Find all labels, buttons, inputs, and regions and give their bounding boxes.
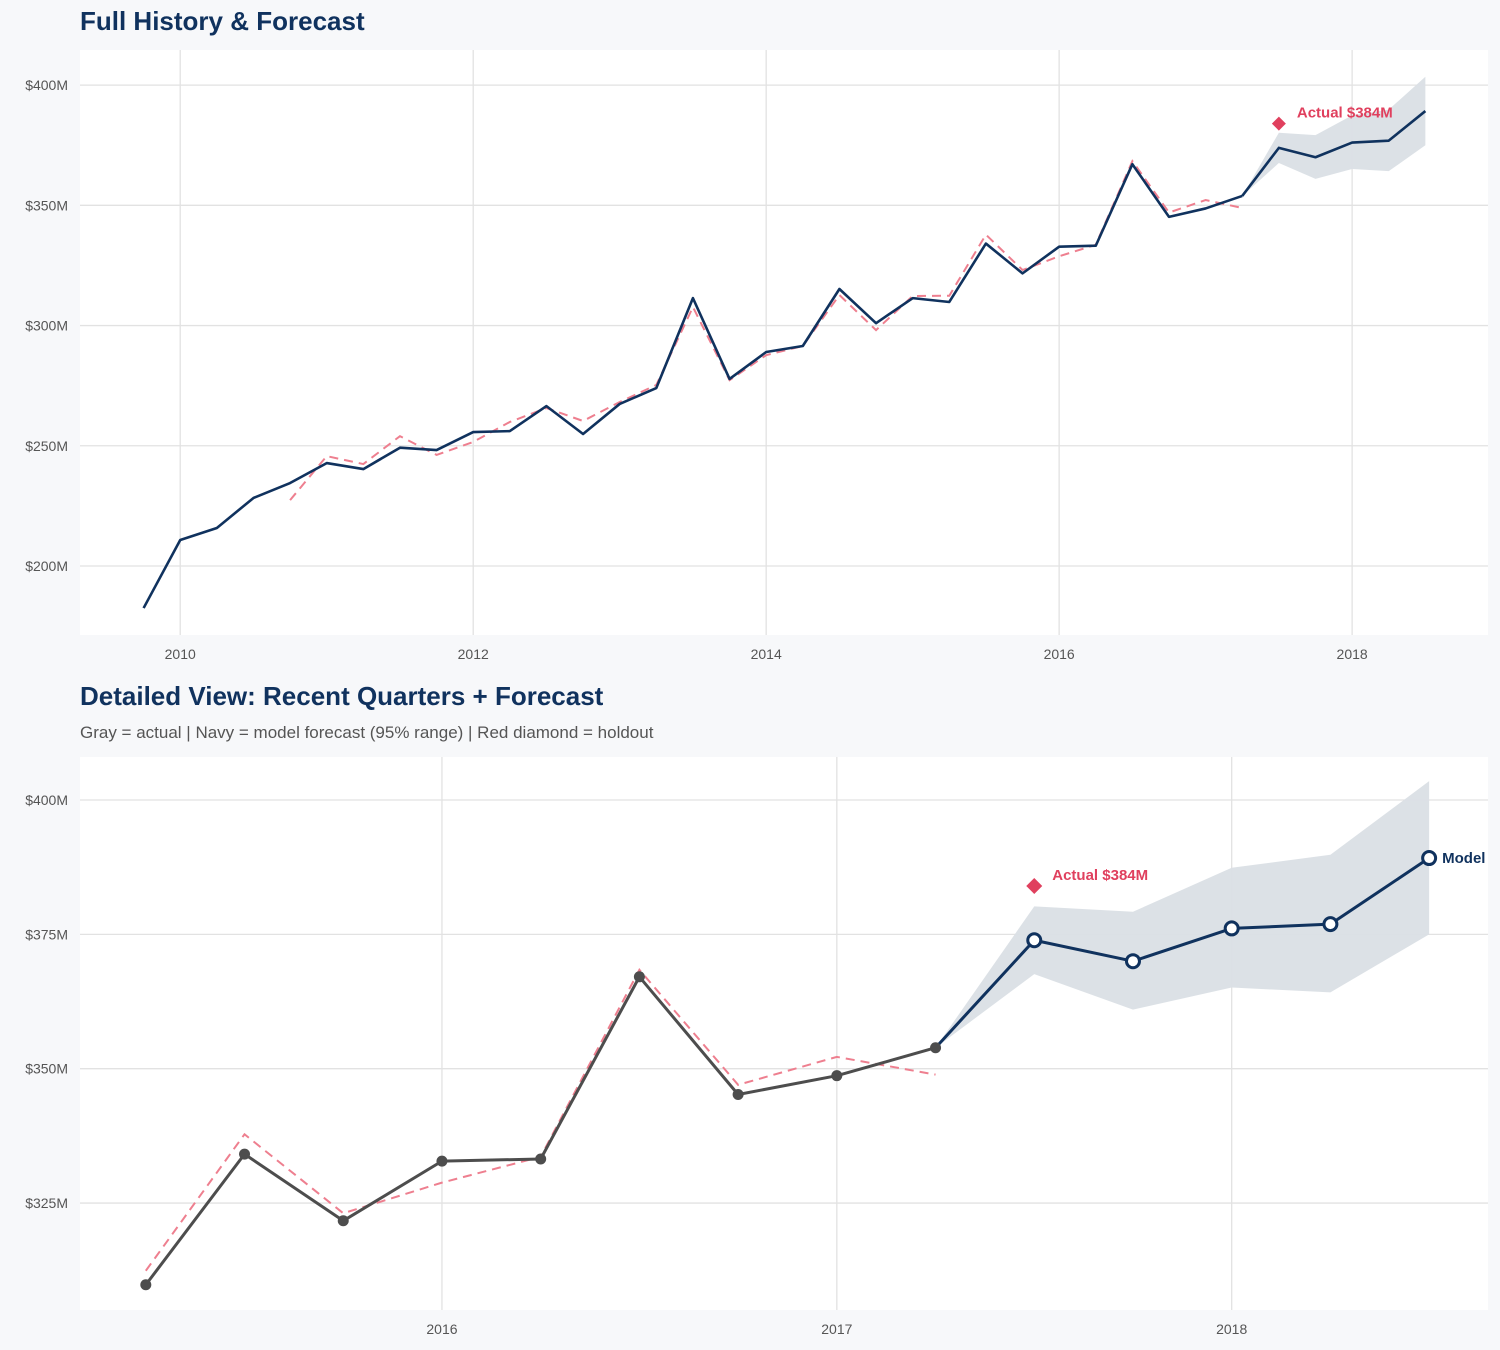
forecast-point: [1421, 850, 1438, 867]
y-tick-label: $400M: [25, 792, 68, 808]
actual-point: [239, 1148, 251, 1160]
forecast-95-band: [1242, 76, 1426, 196]
actual-point: [732, 1088, 744, 1100]
forecast-line: [934, 856, 1430, 1049]
x-tick-label: 2014: [751, 646, 782, 662]
y-tick-label: $250M: [25, 438, 68, 454]
y-tick-label: $375M: [25, 926, 68, 942]
forecast-point: [1026, 932, 1043, 949]
y-tick-label: $200M: [25, 558, 68, 574]
full-history-chart: $200M $250M $300M $350M $400M 2010 2012 2014 201…: [25, 50, 1488, 662]
x-tick-label: 2017: [821, 1321, 852, 1337]
x-tick-label: 2016: [1044, 646, 1075, 662]
x-tick-label: 2010: [165, 646, 196, 662]
y-tick-label: $350M: [25, 1061, 68, 1077]
actual-point: [831, 1070, 843, 1082]
forecast-point: [1124, 953, 1141, 970]
forecast-95-band: [935, 781, 1430, 1048]
actual-point: [535, 1153, 547, 1165]
x-tick-label: 2018: [1216, 1321, 1247, 1337]
y-tick-label: $325M: [25, 1195, 68, 1211]
holdout-annotation: Actual $384M: [1297, 105, 1393, 122]
forecast-point: [1322, 916, 1339, 933]
actual-point: [140, 1279, 152, 1291]
actual-point: [930, 1042, 942, 1054]
actual-point: [436, 1155, 448, 1167]
y-tick-label: $400M: [25, 77, 68, 93]
x-tick-label: 2012: [458, 646, 489, 662]
y-tick-label: $350M: [25, 197, 68, 213]
plot-area: [80, 50, 1488, 635]
holdout-annotation: Actual $384M: [1052, 867, 1148, 884]
holdout-diamond: [1271, 116, 1286, 131]
holdout-diamond: [1026, 877, 1043, 894]
forecast-line: [1241, 110, 1427, 197]
chart-title-detailed-view: Detailed View: Recent Quarters + Forecas…: [80, 681, 604, 711]
model-label: Model: [1442, 850, 1485, 867]
fitted-dashed-line: [289, 159, 1243, 501]
x-tick-label: 2016: [426, 1321, 457, 1337]
actual-line: [142, 162, 1243, 609]
actual-point: [337, 1215, 349, 1227]
forecast-point: [1223, 920, 1240, 937]
plot-area: [80, 757, 1488, 1310]
x-tick-label: 2018: [1337, 646, 1368, 662]
chart-title-full-history: Full History & Forecast: [80, 6, 365, 36]
y-tick-label: $300M: [25, 318, 68, 334]
chart-subtitle-detailed-view: Gray = actual | Navy = model forecast (9…: [80, 723, 654, 742]
actual-point: [633, 971, 645, 983]
